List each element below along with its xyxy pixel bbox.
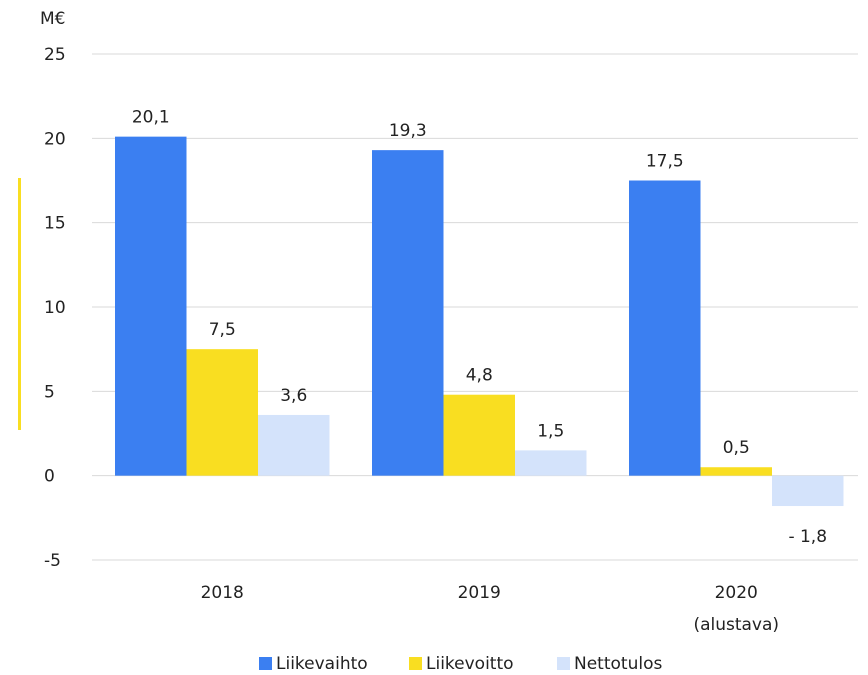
bar-liikevoitto-1: [443, 394, 515, 476]
data-label: 17,5: [646, 152, 684, 172]
bar-liikevaihto-0: [115, 136, 187, 476]
legend-label-liikevaihto: Liikevaihto: [276, 654, 368, 674]
bar-liikevaihto-1: [372, 150, 444, 476]
y-tick-label: -5: [44, 551, 61, 571]
legend-swatch-nettotulos: [557, 657, 570, 670]
data-label: 7,5: [209, 320, 236, 340]
legend-swatch-liikevaihto: [259, 657, 272, 670]
unit-label: M€: [40, 9, 65, 29]
x-tick-label: 2018: [201, 583, 244, 603]
y-tick-label: 0: [44, 467, 55, 487]
data-label: 20,1: [132, 108, 170, 128]
y-tick-label: 5: [44, 382, 55, 402]
data-label: 3,6: [280, 386, 307, 406]
x-tick-label-line2: (alustava): [693, 615, 779, 635]
legend-label-liikevoitto: Liikevoitto: [426, 654, 514, 674]
bar-liikevoitto-0: [186, 349, 258, 476]
x-tick-label: 2019: [458, 583, 501, 603]
bars: [115, 136, 844, 507]
x-tick-label: 2020: [715, 583, 758, 603]
accent-bar: [18, 178, 21, 430]
legend: Liikevaihto Liikevoitto Nettotulos: [259, 654, 662, 674]
bar-nettotulos-0: [258, 414, 330, 476]
gridlines: [92, 53, 858, 561]
data-labels: 20,1 19,3 17,5 7,5 4,8 0,5 3,6 1,5 - 1,8: [132, 108, 827, 547]
bar-nettotulos-1: [515, 450, 587, 476]
data-label: 4,8: [466, 366, 493, 386]
y-axis-ticks: 25 20 15 10 5 0 -5: [44, 45, 66, 571]
data-label: 19,3: [389, 121, 427, 141]
y-tick-label: 25: [44, 45, 66, 65]
legend-swatch-liikevoitto: [409, 657, 422, 670]
y-tick-label: 10: [44, 298, 66, 318]
data-label: 0,5: [723, 438, 750, 458]
y-tick-label: 20: [44, 129, 66, 149]
bar-liikevaihto-2: [629, 180, 701, 476]
legend-label-nettotulos: Nettotulos: [574, 654, 662, 674]
bar-liikevoitto-2: [700, 467, 772, 476]
bar-nettotulos-2: [772, 475, 844, 507]
y-tick-label: 15: [44, 214, 66, 234]
data-label: - 1,8: [788, 527, 827, 547]
data-label: 1,5: [537, 421, 564, 441]
x-axis-ticks: 2018 2019 2020 (alustava): [201, 583, 779, 635]
